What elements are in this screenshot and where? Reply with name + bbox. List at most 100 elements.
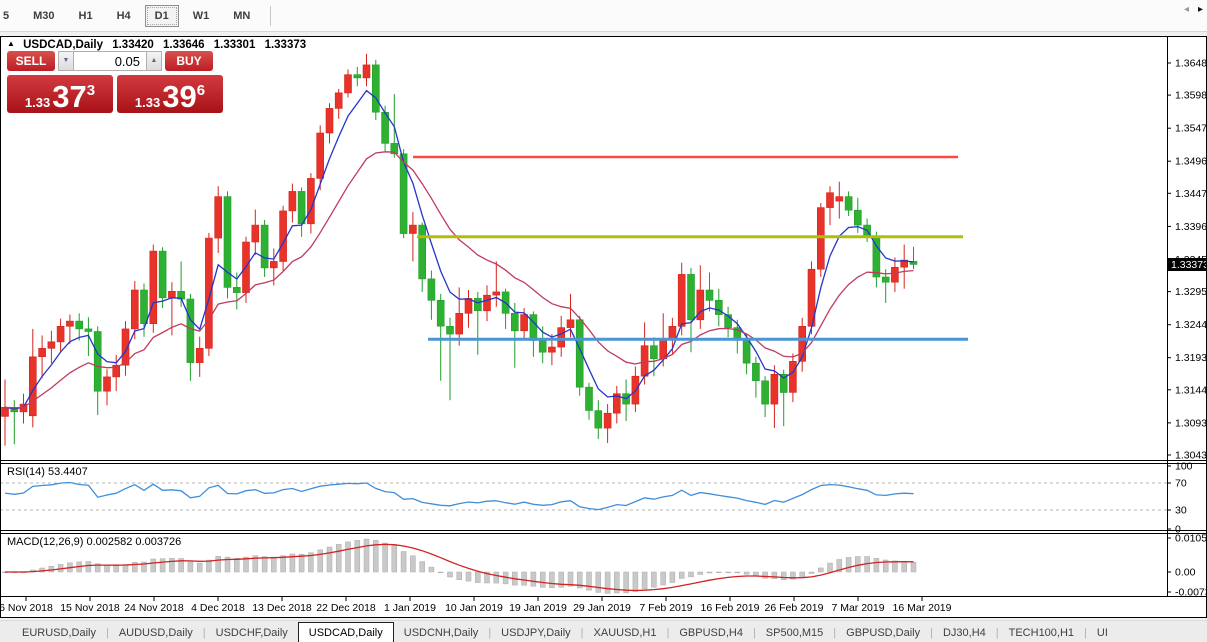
ma-fast-line [4, 89, 914, 410]
macd-axis-label: -0.0073 [1175, 587, 1207, 599]
tab-separator: | [202, 627, 206, 639]
date-axis-label: 6 Nov 2018 [0, 602, 53, 614]
tab-scroll-right-icon[interactable]: ▸ [1197, 4, 1203, 15]
tab-ui[interactable]: UI [1096, 627, 1108, 639]
bid-price-button[interactable]: 1.33 37 3 [7, 75, 113, 113]
tab-sp500-m15[interactable]: SP500,M15 [765, 627, 824, 639]
tab-scroll-controls: ◂ ▸ [1184, 4, 1203, 15]
symbol-period-label: USDCAD,Daily [23, 39, 104, 51]
tab-gbpusd-daily[interactable]: GBPUSD,Daily [846, 627, 921, 639]
candlestick-series [1, 53, 918, 446]
ask-price-prefix: 1.33 [134, 95, 161, 110]
tab-separator: | [488, 627, 492, 639]
tab-usdcnh-daily[interactable]: USDCNH,Daily [403, 627, 479, 639]
tab-scroll-left-icon[interactable]: ◂ [1183, 4, 1189, 15]
tab-eurusd-daily[interactable]: EURUSD,Daily [22, 627, 96, 639]
tab-tech100-h1[interactable]: TECH100,H1 [1008, 627, 1075, 639]
macd-axis-label: 0.010525 [1175, 533, 1207, 545]
toolbar-separator [270, 5, 272, 26]
timeframe-button-d1[interactable]: D1 [144, 4, 179, 27]
price-axis-label: 1.32445 [1175, 319, 1207, 331]
price-axis-label: 1.36480 [1175, 58, 1207, 70]
date-axis-label: 4 Dec 2018 [191, 602, 245, 614]
tab-separator: | [995, 627, 999, 639]
rsi-line [4, 481, 914, 511]
tab-audusd-daily[interactable]: AUDUSD,Daily [118, 627, 193, 639]
tab-separator: | [580, 627, 584, 639]
date-axis-label: 19 Jan 2019 [509, 602, 567, 614]
price-axis-label: 1.34965 [1175, 156, 1207, 168]
rsi-axis-label: 100 [1175, 461, 1193, 473]
bid-price-pip: 3 [86, 82, 96, 99]
volume-up-button[interactable]: ▲ [146, 51, 162, 71]
ask-price-pip: 6 [196, 82, 206, 99]
tab-separator: | [666, 627, 670, 639]
chart-canvas[interactable]: 1.36480 1.35985 1.35475 1.34965 1.34470 1.339… [0, 36, 1207, 623]
tab-usdjpy-daily[interactable]: USDJPY,Daily [501, 627, 571, 639]
price-axis-label: 1.30930 [1175, 417, 1207, 429]
tab-dj30-h4[interactable]: DJ30,H4 [942, 627, 986, 639]
timeframe-button-5[interactable]: 5 [3, 9, 10, 22]
macd-histogram [2, 538, 917, 594]
timeframe-button-h4[interactable]: H4 [116, 9, 131, 22]
svg-text:1.33373: 1.33373 [1171, 259, 1207, 271]
price-axis-label: 1.31935 [1175, 352, 1207, 364]
rsi-axis-label: 30 [1175, 505, 1187, 517]
tab-separator: | [105, 627, 109, 639]
date-axis-label: 1 Jan 2019 [384, 602, 436, 614]
chart-window: 1.36480 1.35985 1.35475 1.34965 1.34470 1.339… [0, 36, 1207, 618]
date-axis-label: 7 Mar 2019 [831, 602, 884, 614]
tab-xauusd-h1[interactable]: XAUUSD,H1 [593, 627, 657, 639]
price-axis-label: 1.35985 [1175, 90, 1207, 102]
ohlc-open: 1.33420 [112, 39, 154, 51]
one-click-trading-panel: SELL ▼ ▲ BUY 1.33 37 3 1.33 39 6 [7, 51, 223, 113]
volume-down-button[interactable]: ▼ [58, 51, 74, 71]
tab-separator: | [752, 627, 756, 639]
ohlc-low: 1.33301 [213, 39, 256, 51]
macd-axis-label: 0.00 [1175, 567, 1196, 579]
tab-separator: | [833, 627, 837, 639]
ask-price-main: 39 [162, 79, 197, 114]
timeframe-button-mn[interactable]: MN [233, 9, 251, 22]
tab-separator: | [1084, 627, 1087, 639]
buy-button[interactable]: BUY [165, 51, 213, 71]
current-price-tag [1168, 258, 1207, 271]
tab-separator: | [930, 627, 933, 639]
rsi-axis-label: 0 [1175, 524, 1181, 536]
ohlc-close: 1.33373 [264, 39, 307, 51]
date-axis-label: 7 Feb 2019 [639, 602, 692, 614]
volume-input[interactable] [74, 51, 146, 71]
ma-slow-line [4, 151, 914, 409]
price-axis-label: 1.33960 [1175, 221, 1207, 233]
tab-usdcad-daily[interactable]: USDCAD,Daily [297, 622, 394, 642]
tab-gbpusd-h4[interactable]: GBPUSD,H4 [679, 627, 743, 639]
date-axis-label: 26 Feb 2019 [765, 602, 824, 614]
macd-indicator-label: MACD(12,26,9) 0.002582 0.003726 [7, 536, 182, 548]
timeframe-button-m30[interactable]: M30 [33, 9, 55, 22]
date-axis-label: 10 Jan 2019 [445, 602, 503, 614]
sell-button[interactable]: SELL [7, 51, 55, 71]
timeframe-button-h1[interactable]: H1 [78, 9, 93, 22]
ohlc-high: 1.33646 [163, 39, 205, 51]
price-axis-label: 1.31440 [1175, 384, 1207, 396]
price-axis-label: 1.30435 [1175, 450, 1207, 462]
rsi-indicator-label: RSI(14) 53.4407 [7, 466, 88, 478]
date-axis-label: 16 Feb 2019 [701, 602, 760, 614]
bid-price-prefix: 1.33 [24, 95, 51, 110]
chart-title: ▲ USDCAD,Daily 1.33420 1.33646 1.33301 1… [7, 39, 306, 51]
date-axis-label: 13 Dec 2018 [252, 602, 312, 614]
timeframe-button-w1[interactable]: W1 [192, 9, 210, 22]
macd-signal-line [5, 543, 914, 592]
price-axis-label: 1.32955 [1175, 286, 1207, 298]
collapse-triangle-icon[interactable]: ▲ [7, 39, 15, 48]
date-axis-label: 16 Mar 2019 [893, 602, 952, 614]
price-axis-label: 1.34470 [1175, 188, 1207, 200]
symbol-tab-bar: EURUSD,Daily | AUDUSD,Daily | USDCHF,Daily US… [0, 620, 1207, 642]
date-axis-label: 22 Dec 2018 [316, 602, 376, 614]
rsi-axis-label: 70 [1175, 478, 1187, 490]
date-axis-label: 15 Nov 2018 [60, 602, 120, 614]
tab-usdchf-daily[interactable]: USDCHF,Daily [215, 627, 288, 639]
ask-price-button[interactable]: 1.33 39 6 [117, 75, 223, 113]
timeframe-toolbar: 5 M30 H1 H4 D1 W1 MN [0, 0, 1207, 32]
